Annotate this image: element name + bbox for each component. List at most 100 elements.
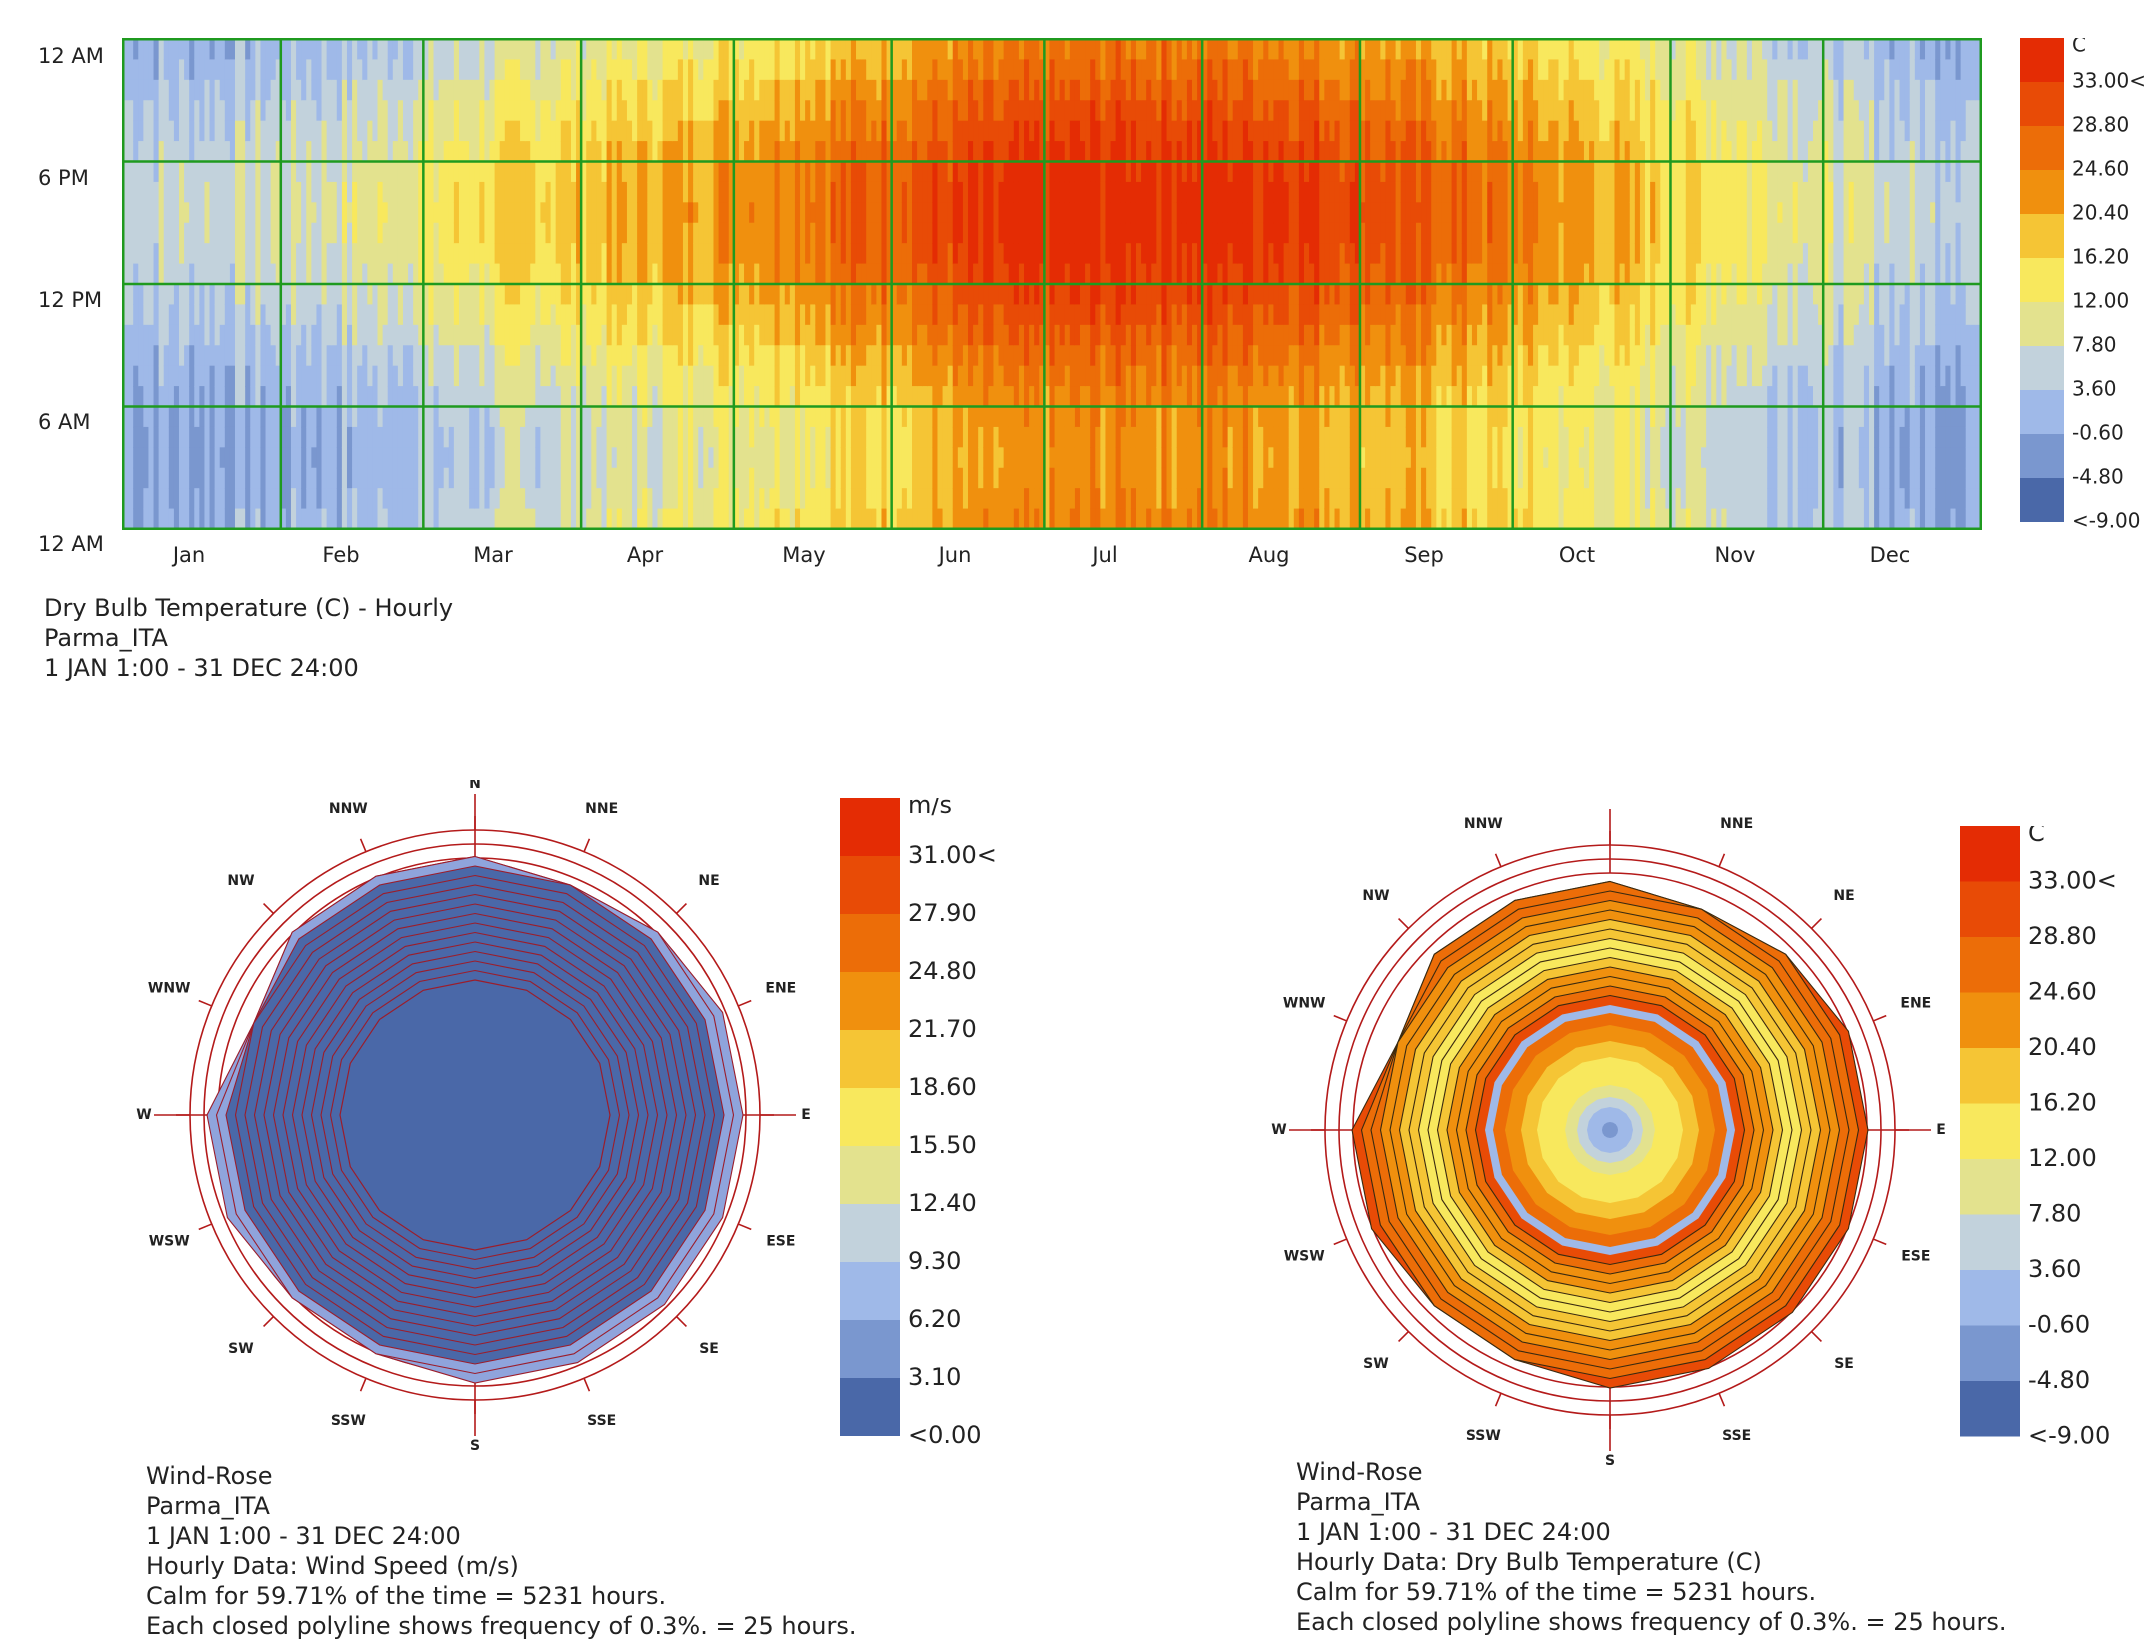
heatmap-cell (189, 59, 195, 81)
heatmap-cell (962, 161, 969, 183)
heatmap-cell (255, 120, 262, 142)
heatmap-cell (234, 426, 241, 448)
heatmap-cell (1013, 406, 1020, 428)
heatmap-cell (301, 324, 307, 346)
heatmap-cell (520, 365, 526, 387)
heatmap-cell (586, 508, 592, 530)
heatmap-cell (957, 488, 964, 510)
heatmap-cell (968, 467, 974, 489)
heatmap-cell (738, 406, 745, 428)
heatmap-cell (1120, 100, 1127, 122)
heatmap-cell (204, 447, 211, 469)
heatmap-cell (840, 406, 847, 428)
heatmap-cell (672, 467, 679, 489)
heatmap-cell (576, 508, 582, 530)
heatmap-cell (448, 406, 455, 428)
heatmap-cell (891, 386, 898, 408)
heatmap-cell (586, 365, 592, 387)
heatmap-cell (789, 365, 796, 387)
heatmap-cell (301, 222, 307, 244)
heatmap-cell (545, 365, 552, 387)
heatmap-cell (535, 59, 542, 81)
heatmap-cell (1100, 243, 1107, 265)
heatmap-cell (296, 243, 302, 265)
heatmap-cell (998, 120, 1005, 142)
heatmap-cell (1044, 243, 1051, 265)
heatmap-cell (275, 488, 282, 510)
heatmap-cell (1034, 161, 1040, 183)
heatmap-cell (922, 202, 928, 224)
heatmap-cell (1115, 100, 1122, 122)
heatmap-cell (805, 365, 811, 387)
heatmap-cell (265, 467, 272, 489)
heatmap-cell (998, 181, 1005, 203)
heatmap-cell (387, 79, 394, 101)
heatmap-cell (1039, 324, 1045, 346)
heatmap-cell (866, 243, 872, 265)
heatmap-cell (509, 202, 516, 224)
heatmap-cell (774, 202, 781, 224)
heatmap-cell (769, 181, 776, 203)
heatmap-cell (978, 386, 984, 408)
heatmap-cell (744, 488, 750, 510)
heatmap-cell (794, 324, 801, 346)
heatmap-cell (723, 426, 730, 448)
heatmap-cell (871, 365, 877, 387)
heatmap-cell (290, 304, 297, 326)
heatmap-cell (387, 39, 394, 61)
heatmap-cell (204, 243, 211, 265)
heatmap-cell (413, 508, 419, 530)
heatmap-cell (1090, 161, 1096, 183)
heatmap-cell (479, 324, 486, 346)
heatmap-cell (800, 120, 806, 142)
heatmap-cell (581, 79, 587, 101)
heatmap-cell (886, 426, 893, 448)
heatmap-cell (632, 447, 638, 469)
heatmap-cell (1064, 488, 1071, 510)
heatmap-cell (968, 120, 974, 142)
heatmap-cell (448, 263, 455, 285)
heatmap-cell (973, 426, 979, 448)
heatmap-cell (1044, 345, 1051, 367)
heatmap-cell (138, 100, 144, 122)
heatmap-cell (968, 386, 974, 408)
heatmap-cell (280, 447, 287, 469)
heatmap-cell (184, 79, 190, 101)
heatmap-cell (316, 243, 323, 265)
heatmap-cell (581, 365, 587, 387)
heatmap-cell (662, 100, 669, 122)
heatmap-cell (647, 467, 653, 489)
heatmap-cell (1171, 324, 1178, 346)
heatmap-cell (433, 304, 440, 326)
heatmap-cell (219, 222, 226, 244)
heatmap-cell (138, 447, 144, 469)
heatmap-cell (418, 386, 424, 408)
heatmap-cell (1013, 284, 1020, 306)
heatmap-cell (1095, 508, 1101, 530)
heatmap-cell (866, 447, 872, 469)
heatmap-cell (509, 39, 516, 61)
heatmap-cell (464, 406, 470, 428)
heatmap-cell (306, 467, 312, 489)
heatmap-cell (316, 284, 323, 306)
heatmap-cell (1018, 345, 1025, 367)
heatmap-cell (402, 406, 409, 428)
heatmap-cell (952, 181, 959, 203)
heatmap-cell (367, 406, 374, 428)
heatmap-cell (784, 59, 791, 81)
heatmap-cell (932, 386, 939, 408)
heatmap-cell (173, 243, 180, 265)
heatmap-cell (265, 39, 272, 61)
heatmap-cell (296, 284, 302, 306)
heatmap-cell (535, 39, 542, 61)
heatmap-cell (723, 120, 730, 142)
heatmap-cell (698, 161, 704, 183)
heatmap-cell (688, 406, 694, 428)
heatmap-cell (820, 365, 827, 387)
heatmap-cell (759, 426, 765, 448)
heatmap-cell (896, 508, 903, 530)
heatmap-cell (1013, 79, 1020, 101)
heatmap-cell (708, 181, 715, 203)
heatmap-cell (606, 141, 613, 163)
heatmap-cell (978, 120, 984, 142)
